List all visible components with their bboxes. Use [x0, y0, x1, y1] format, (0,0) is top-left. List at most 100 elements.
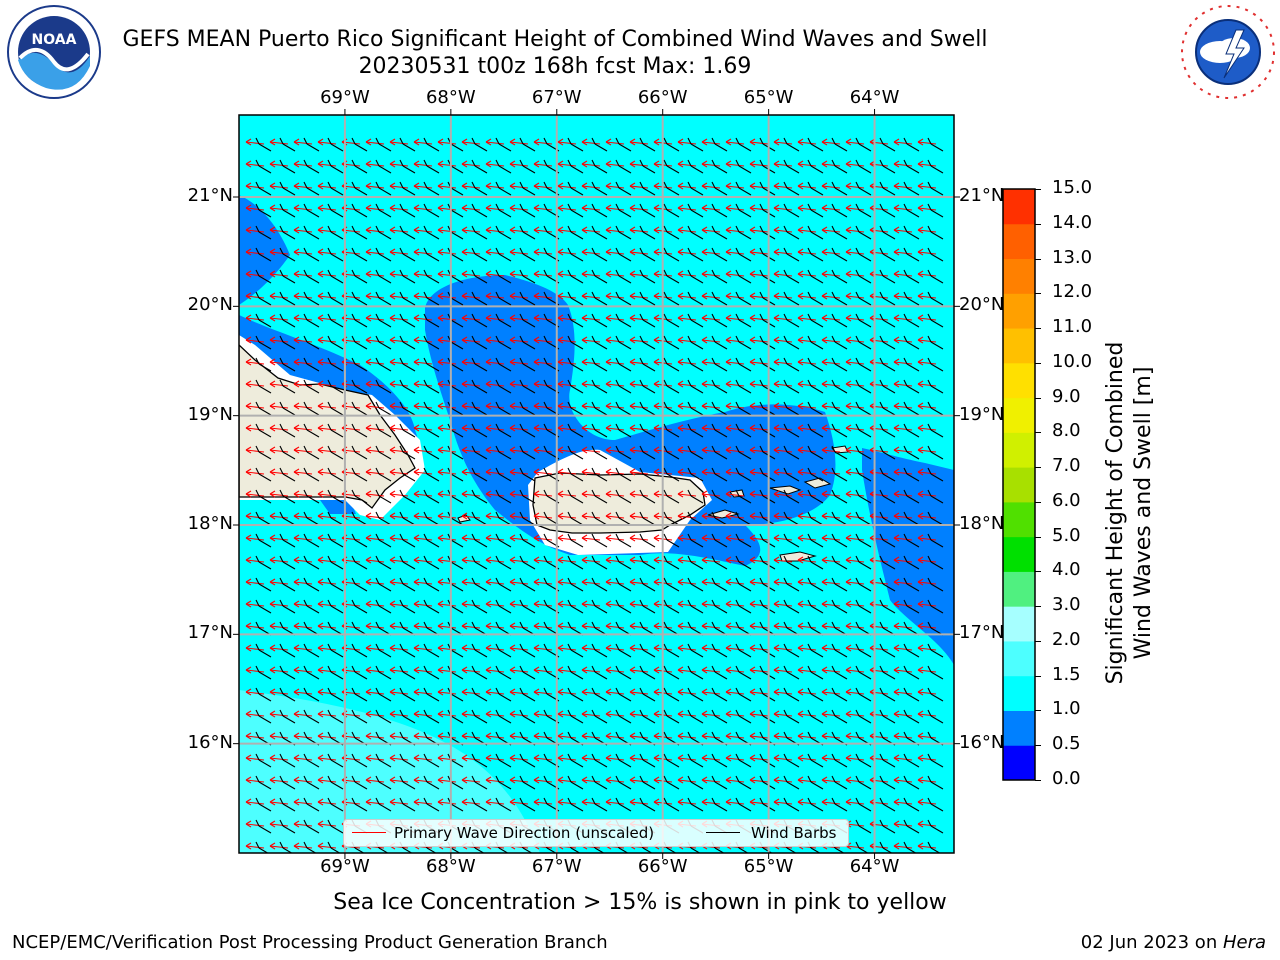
vector-glyph [293, 423, 320, 438]
vector-glyph [245, 467, 272, 482]
vector-glyph [269, 401, 296, 416]
vector-glyph [797, 687, 824, 702]
vector-glyph [581, 775, 608, 790]
vector-glyph [413, 181, 440, 196]
vector-glyph [485, 731, 512, 746]
vector-glyph [293, 291, 320, 306]
vector-glyph [749, 577, 776, 592]
vector-glyph [389, 137, 416, 152]
vector-glyph [293, 181, 320, 196]
vector-glyph [701, 599, 728, 614]
vector-glyph [653, 159, 680, 174]
vector-glyph [845, 269, 872, 284]
vector-glyph [413, 687, 440, 702]
vector-glyph [557, 533, 584, 548]
vector-glyph [797, 533, 824, 548]
vector-glyph [437, 247, 464, 262]
vector-glyph [797, 181, 824, 196]
vector-glyph [845, 423, 872, 438]
vector-glyph [413, 775, 440, 790]
vector-glyph [245, 599, 272, 614]
vector-glyph [821, 181, 848, 196]
vector-glyph [293, 841, 317, 853]
colorbar-segment [1003, 571, 1035, 607]
vector-glyph [581, 203, 608, 218]
colorbar-segment [1003, 293, 1035, 329]
vector-glyph [605, 313, 632, 328]
vector-glyph [293, 555, 320, 570]
vector-glyph [677, 489, 704, 504]
vector-glyph [581, 643, 608, 658]
vector-glyph [629, 137, 656, 152]
vector-glyph [293, 357, 320, 372]
vector-glyph [461, 291, 488, 306]
vector-glyph [821, 445, 848, 460]
st-croix-island [779, 551, 817, 562]
vector-glyph [917, 511, 944, 526]
vector-glyph [821, 577, 848, 592]
vector-glyph [365, 665, 392, 680]
vector-glyph [317, 181, 344, 196]
vector-glyph [581, 621, 608, 636]
vector-glyph [797, 643, 824, 658]
vector-glyph [893, 269, 920, 284]
axis-tick-label: 69°W [320, 87, 370, 108]
vector-glyph [485, 137, 512, 152]
vector-glyph [485, 335, 512, 350]
vector-glyph [557, 423, 584, 438]
vector-glyph [701, 775, 728, 790]
vector-glyph [509, 643, 536, 658]
vector-glyph [845, 225, 872, 240]
vector-glyph [797, 247, 824, 262]
svg-text:NOAA: NOAA [32, 32, 77, 48]
vector-glyph [509, 577, 536, 592]
axis-tick-label: 67°W [531, 856, 582, 877]
vector-glyph [629, 445, 656, 460]
colorbar-tick [1035, 675, 1041, 677]
vector-glyph [485, 401, 512, 416]
colorbar-tick [1035, 536, 1041, 538]
vector-glyph [605, 181, 632, 196]
vector-glyph [653, 709, 680, 724]
vector-glyph [389, 423, 416, 438]
vector-glyph [365, 555, 392, 570]
vector-glyph [389, 577, 416, 592]
vector-glyph [269, 203, 296, 218]
vector-glyph [245, 159, 272, 174]
vector-glyph [797, 313, 824, 328]
vector-glyph [581, 423, 608, 438]
vector-glyph [821, 687, 848, 702]
vector-glyph [269, 555, 296, 570]
vector-glyph [917, 225, 944, 240]
vector-glyph [413, 137, 440, 152]
run-date-text: 02 Jun 2023 on [1080, 932, 1223, 953]
vector-glyph [773, 577, 800, 592]
vector-glyph [821, 401, 848, 416]
vector-glyph [845, 181, 872, 196]
vector-glyph [677, 181, 704, 196]
vector-glyph [461, 335, 488, 350]
vector-glyph [821, 313, 848, 328]
colorbar-segment [1003, 675, 1035, 711]
vector-glyph [701, 753, 728, 768]
vector-glyph [269, 445, 296, 460]
vector-glyph [917, 797, 944, 812]
vector-glyph [653, 445, 680, 460]
vector-glyph [605, 357, 632, 372]
axis-tick-label: 18°N [959, 513, 1005, 534]
vector-glyph [629, 467, 656, 482]
vector-glyph [389, 181, 416, 196]
colorbar-tick-label: 7.0 [1052, 455, 1081, 477]
vector-glyph [869, 379, 896, 394]
vector-glyph [413, 401, 440, 416]
vector-glyph [677, 445, 704, 460]
vector-glyph [509, 753, 536, 768]
vector-glyph [389, 379, 416, 394]
vector-glyph [389, 291, 416, 306]
vector-glyph [557, 709, 584, 724]
vector-glyph [821, 291, 848, 306]
vector-glyph [797, 445, 824, 460]
vector-glyph [677, 379, 704, 394]
vector-glyph [869, 291, 896, 306]
vector-glyph [269, 797, 296, 812]
